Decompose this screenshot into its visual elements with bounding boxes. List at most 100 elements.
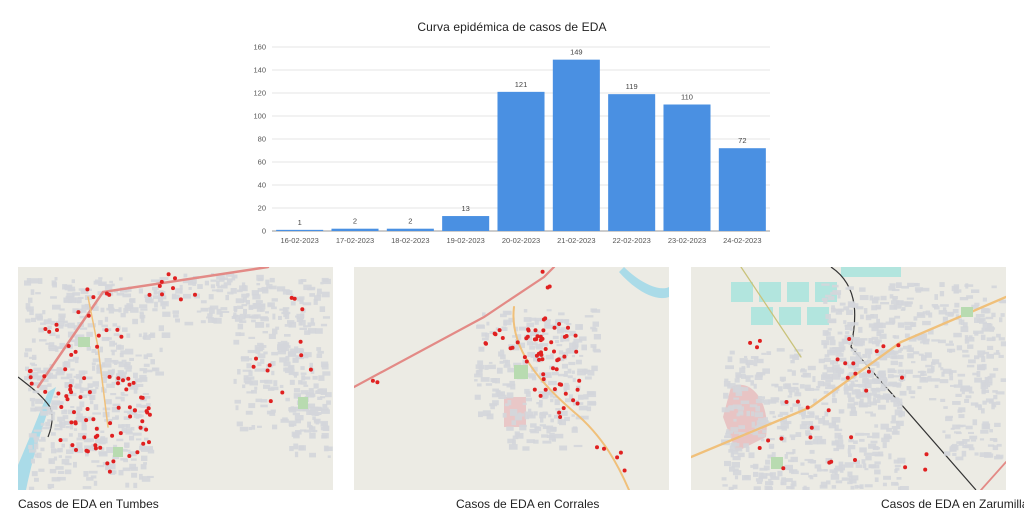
case-dot [128,414,133,419]
aquaculture-pond [751,307,773,325]
bar-data-label: 13 [461,204,469,213]
case-dot [566,325,570,330]
case-dot [69,352,74,357]
case-dot [267,363,272,368]
case-dot [574,349,579,354]
x-tick-label: 19-02-2023 [446,236,484,245]
bar-data-label: 149 [570,48,583,57]
y-tick-label: 100 [253,112,266,121]
case-dot [748,340,753,345]
bar-23-02-2023 [663,104,711,231]
case-dot [808,435,813,440]
x-tick-label: 20-02-2023 [502,236,540,245]
case-dot [265,368,270,373]
case-dot [298,339,303,344]
x-tick-label: 16-02-2023 [280,236,318,245]
case-dot [845,375,850,380]
case-dot [595,445,599,450]
park-area [961,307,973,317]
case-dot [132,408,137,413]
case-dot [140,419,145,424]
case-dot [91,295,96,300]
case-dot [131,380,136,385]
case-dot [157,284,162,288]
aquaculture-pond [807,307,829,325]
case-dot [268,399,273,404]
case-dot [127,405,132,410]
bar-data-label: 2 [408,217,412,226]
case-dot [552,387,557,392]
case-dot [615,455,620,460]
case-dot [87,390,92,395]
case-dot [73,420,78,425]
case-dot [59,405,64,409]
case-dot [300,307,305,312]
case-dot [146,406,151,411]
case-dot [766,438,771,443]
case-markers [748,337,929,472]
case-dot [370,378,375,383]
border-line [830,267,977,490]
case-dot [835,357,840,362]
bar-20-02-2023 [497,91,545,231]
case-dot [147,412,152,417]
secondary-road [980,461,1006,490]
case-dot [47,329,52,334]
case-dot [551,366,555,371]
case-dot [116,381,120,386]
x-tick-label: 22-02-2023 [612,236,650,245]
y-tick-label: 0 [262,227,266,236]
case-dot [140,395,145,400]
case-dot [93,446,98,451]
case-dot [540,357,545,362]
case-dot [532,387,537,392]
park-area [771,457,783,469]
case-dot [308,367,313,372]
case-dot [64,394,69,399]
case-dot [483,341,488,346]
case-dot [805,405,810,410]
case-dot [68,384,73,388]
case-dot [784,400,789,404]
map-caption-corrales: Casos de EDA en Corrales [456,497,600,511]
aquaculture-pond [779,307,801,325]
highway-road [354,267,556,389]
case-dot [86,313,91,318]
case-dot [93,435,98,439]
case-dot [500,336,505,340]
case-dot [543,387,548,392]
bar-17-02-2023 [331,228,379,231]
case-dot [144,427,149,432]
case-dot [54,322,59,327]
case-dot [847,337,852,341]
case-dot [622,468,627,473]
secondary-road [740,267,802,358]
case-dot [853,458,857,462]
highway-road [36,267,270,389]
case-markers [370,269,627,473]
case-dot [539,350,543,355]
case-dot [84,448,89,453]
case-dot [829,459,834,464]
bar-data-label: 119 [626,82,638,91]
case-dot [104,328,109,333]
x-tick-label: 17-02-2023 [336,236,374,245]
case-dot [171,286,175,291]
bar-24-02-2023 [718,148,766,231]
chart-title: Curva epidémica de casos de EDA [417,20,607,34]
case-dot [557,410,562,415]
case-dot [84,418,89,423]
case-dot [104,291,109,296]
map-zarumilla [691,267,1006,490]
case-dot [28,375,33,380]
x-tick-label: 24-02-2023 [723,236,761,245]
case-dot [864,388,869,393]
case-dot [126,376,131,381]
case-dot [534,353,539,358]
aquaculture-pond [759,282,781,302]
case-dot [135,450,140,455]
case-dot [147,440,151,445]
case-dot [557,322,562,326]
y-tick-label: 20 [258,204,266,213]
y-tick-label: 120 [253,89,266,98]
